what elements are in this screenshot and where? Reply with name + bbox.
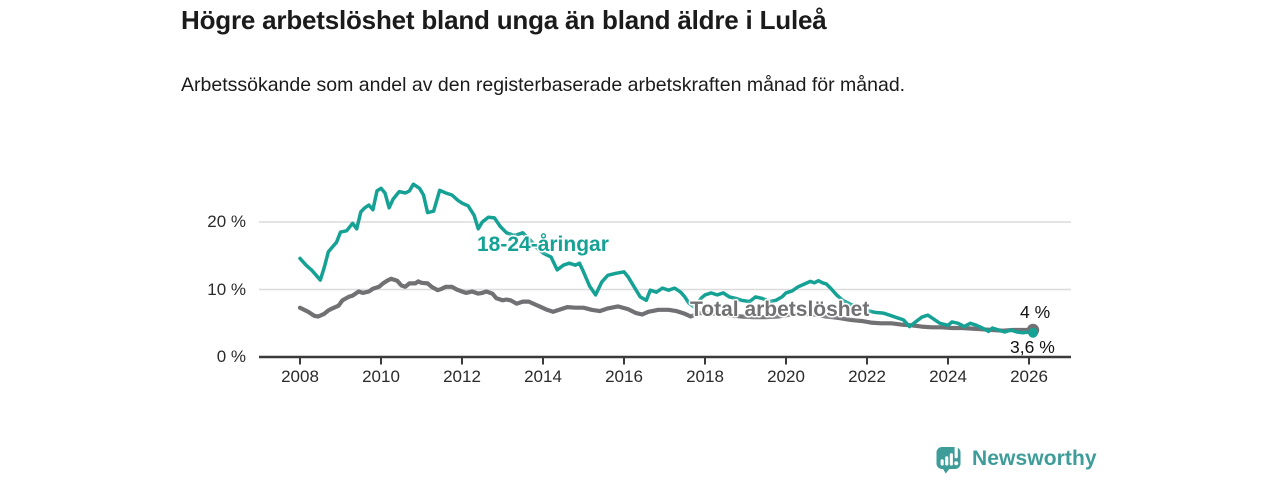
newsworthy-logo: Newsworthy (936, 444, 1097, 474)
x-tick-label: 2020 (767, 367, 805, 386)
y-tick-label: 20 % (207, 212, 246, 231)
x-tick-label: 2012 (443, 367, 481, 386)
x-tick-label: 2014 (524, 367, 562, 386)
end-value-label-youth: 3,6 % (1010, 337, 1055, 357)
series-label-youth: 18-24-åringar (477, 233, 609, 256)
y-tick-label: 0 % (216, 347, 246, 366)
x-tick-label: 2010 (362, 367, 400, 386)
y-tick-label: 10 % (207, 279, 246, 299)
series-label-total: Total arbetslöshet (690, 298, 870, 321)
x-tick-label: 2018 (686, 367, 724, 386)
end-value-label-total: 4 % (1020, 302, 1051, 322)
x-tick-label: 2026 (1010, 367, 1048, 386)
x-tick-label: 2008 (281, 367, 319, 386)
chart-subtitle: Arbetssökande som andel av den registerb… (181, 74, 906, 96)
x-tick-label: 2022 (848, 367, 886, 386)
page-title: Högre arbetslöshet bland unga än bland ä… (181, 5, 827, 35)
x-tick-label: 2024 (929, 367, 967, 386)
series-line-total (297, 276, 1036, 333)
series-end-dot-youth (1028, 327, 1038, 338)
series-line-youth (298, 182, 1035, 335)
newsworthy-bar-chart-speech-bubble-icon (936, 445, 961, 474)
brand-name: Newsworthy (972, 447, 1097, 470)
x-tick-label: 2016 (605, 367, 643, 386)
